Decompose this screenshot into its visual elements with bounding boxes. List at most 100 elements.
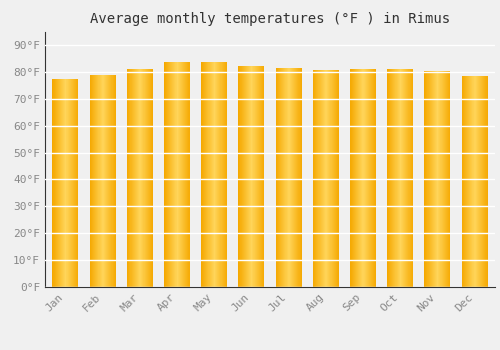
Bar — [169, 62, 170, 287]
Bar — [438, 71, 439, 287]
Bar — [321, 70, 322, 287]
Bar — [179, 62, 180, 287]
Bar — [146, 69, 147, 287]
Bar — [135, 69, 136, 287]
Bar — [410, 69, 411, 287]
Bar — [398, 69, 399, 287]
Bar — [145, 69, 146, 287]
Bar — [258, 66, 259, 287]
Bar — [317, 70, 318, 287]
Bar — [405, 69, 406, 287]
Bar — [441, 71, 442, 287]
Bar — [333, 70, 334, 287]
Bar — [112, 75, 113, 287]
Bar — [374, 69, 375, 287]
Bar — [475, 76, 476, 287]
Bar — [367, 69, 368, 287]
Bar — [319, 70, 320, 287]
Bar — [353, 69, 354, 287]
Bar — [208, 62, 209, 287]
Bar — [314, 70, 315, 287]
Bar — [443, 71, 444, 287]
Bar — [315, 70, 316, 287]
Bar — [297, 68, 298, 287]
Bar — [335, 70, 336, 287]
Bar — [252, 66, 253, 287]
Bar — [424, 71, 425, 287]
Bar — [204, 62, 205, 287]
Bar — [276, 68, 277, 287]
Bar — [278, 68, 279, 287]
Bar — [187, 62, 188, 287]
Bar — [332, 70, 333, 287]
Bar — [132, 69, 133, 287]
Bar — [186, 62, 187, 287]
Bar — [280, 68, 281, 287]
Bar — [164, 62, 165, 287]
Bar — [436, 71, 437, 287]
Bar — [283, 68, 284, 287]
Bar — [70, 78, 71, 287]
Bar — [292, 68, 293, 287]
Bar — [115, 75, 116, 287]
Bar — [170, 62, 171, 287]
Bar — [396, 69, 397, 287]
Bar — [222, 62, 223, 287]
Bar — [290, 68, 291, 287]
Bar — [106, 75, 107, 287]
Bar — [368, 69, 369, 287]
Bar — [219, 62, 220, 287]
Bar — [402, 69, 403, 287]
Bar — [285, 68, 286, 287]
Bar — [225, 62, 226, 287]
Bar — [387, 69, 388, 287]
Bar — [205, 62, 206, 287]
Bar — [240, 66, 241, 287]
Bar — [426, 71, 427, 287]
Bar — [298, 68, 299, 287]
Bar — [289, 68, 290, 287]
Bar — [389, 69, 390, 287]
Bar — [60, 78, 61, 287]
Bar — [483, 76, 484, 287]
Bar — [72, 78, 74, 287]
Bar — [327, 70, 328, 287]
Bar — [356, 69, 357, 287]
Bar — [206, 62, 207, 287]
Bar — [261, 66, 262, 287]
Bar — [147, 69, 148, 287]
Bar — [178, 62, 179, 287]
Bar — [390, 69, 391, 287]
Bar — [362, 69, 363, 287]
Bar — [101, 75, 102, 287]
Bar — [245, 66, 246, 287]
Bar — [277, 68, 278, 287]
Bar — [173, 62, 174, 287]
Bar — [392, 69, 393, 287]
Bar — [91, 75, 92, 287]
Bar — [364, 69, 365, 287]
Bar — [57, 78, 58, 287]
Bar — [128, 69, 129, 287]
Bar — [74, 78, 75, 287]
Bar — [401, 69, 402, 287]
Bar — [445, 71, 446, 287]
Bar — [95, 75, 96, 287]
Bar — [109, 75, 110, 287]
Bar — [323, 70, 324, 287]
Bar — [152, 69, 153, 287]
Bar — [284, 68, 285, 287]
Bar — [407, 69, 408, 287]
Bar — [213, 62, 214, 287]
Bar — [330, 70, 331, 287]
Bar — [334, 70, 335, 287]
Bar — [432, 71, 433, 287]
Bar — [58, 78, 59, 287]
Bar — [371, 69, 372, 287]
Bar — [411, 69, 412, 287]
Bar — [98, 75, 99, 287]
Bar — [55, 78, 56, 287]
Bar — [301, 68, 302, 287]
Title: Average monthly temperatures (°F ) in Rimus: Average monthly temperatures (°F ) in Ri… — [90, 12, 450, 26]
Bar — [463, 76, 464, 287]
